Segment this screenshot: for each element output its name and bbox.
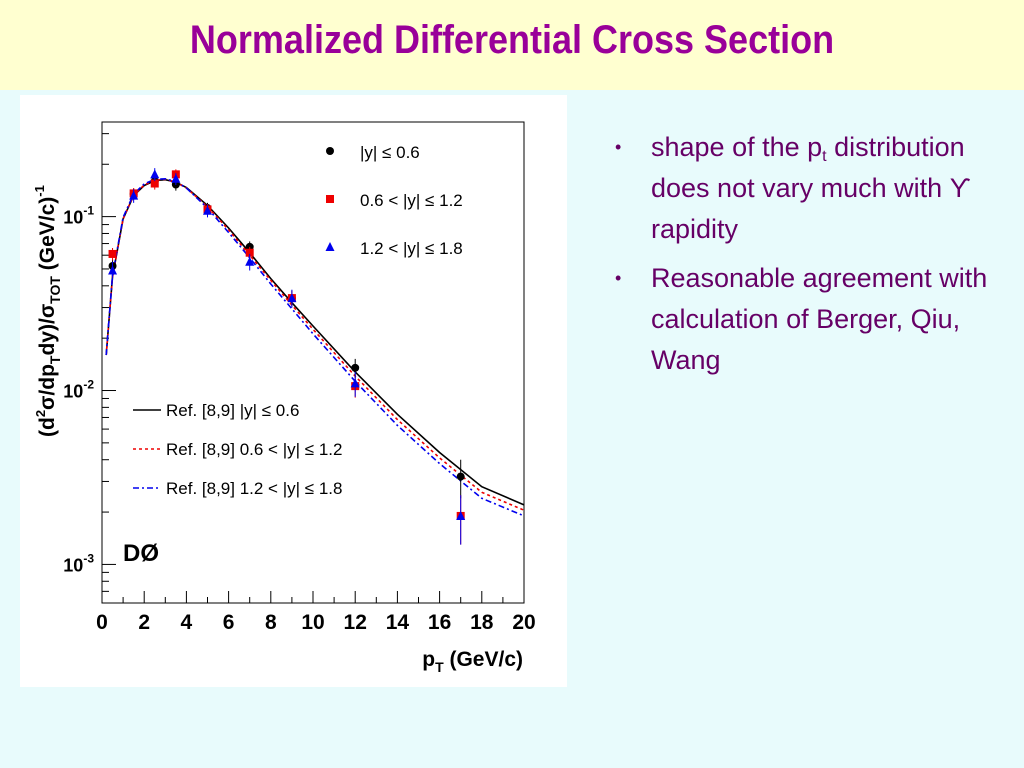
y-tick-label: 10-1 <box>63 204 94 228</box>
x-tick-label: 20 <box>512 611 535 634</box>
data-point-triangle <box>456 510 466 520</box>
legend-label: Ref. [8,9] 1.2 < |y| ≤ 1.8 <box>166 479 342 498</box>
data-point-square <box>245 248 254 257</box>
x-tick-label: 8 <box>265 611 277 634</box>
x-tick-label: 16 <box>428 611 451 634</box>
x-axis-label-part: p <box>422 648 435 671</box>
data-point-triangle <box>129 190 139 200</box>
y-axis-label-part: TOT <box>47 276 63 304</box>
data-point-triangle <box>150 169 160 179</box>
y-tick-exponent: -3 <box>83 551 94 565</box>
slide-title: Normalized Differential Cross Section <box>189 18 835 62</box>
y-tick-base: 10 <box>63 382 83 402</box>
experiment-label: DØ <box>123 540 159 567</box>
bullet-subscript: t <box>822 148 827 165</box>
y-axis-label-part: T <box>47 355 63 364</box>
legend-marker-circle <box>326 147 334 155</box>
bullet-text: shape of the p <box>651 132 823 162</box>
bullet-list: • shape of the pt distribution does not v… <box>615 127 995 389</box>
data-point-square <box>108 249 117 258</box>
y-tick-label: 10-2 <box>63 378 94 402</box>
y-axis-label-part: (d <box>36 417 59 437</box>
bullet-item: • Reasonable agreement with calculation o… <box>615 258 995 381</box>
legend-label: Ref. [8,9] |y| ≤ 0.6 <box>166 401 299 420</box>
legend-label: |y| ≤ 0.6 <box>360 143 420 162</box>
x-tick-label: 0 <box>96 611 108 634</box>
y-axis-label-part: dy)/σ <box>36 304 59 356</box>
x-tick-label: 2 <box>138 611 150 634</box>
y-tick-exponent: -2 <box>83 378 94 392</box>
x-axis-label: pT (GeV/c) <box>422 648 523 675</box>
y-axis-label-part: -1 <box>32 185 47 197</box>
data-point-triangle <box>171 173 181 183</box>
theory-curve-3 <box>105 177 525 517</box>
legend-label: Ref. [8,9] 0.6 < |y| ≤ 1.2 <box>166 440 342 459</box>
y-tick-exponent: -1 <box>83 204 94 218</box>
x-axis-label-part: T <box>435 659 444 675</box>
x-tick-label: 14 <box>386 611 410 634</box>
bullet-marker: • <box>615 137 622 157</box>
bullet-marker: • <box>615 268 622 288</box>
y-tick-base: 10 <box>63 208 83 228</box>
legend-marker-square <box>326 195 334 203</box>
legend-label: 1.2 < |y| ≤ 1.8 <box>360 239 463 258</box>
x-tick-label: 6 <box>223 611 235 634</box>
title-bar <box>0 0 1024 90</box>
y-tick-base: 10 <box>63 555 83 575</box>
data-point-triangle <box>245 256 255 266</box>
theory-curve-2 <box>105 178 525 511</box>
legend-marker-triangle <box>325 242 335 251</box>
legend-label: 0.6 < |y| ≤ 1.2 <box>360 191 463 210</box>
x-tick-label: 10 <box>301 611 324 634</box>
data-point-circle <box>351 363 360 372</box>
y-axis-label: (d2σ/dpTdy)/σTOT (GeV/c)-1 <box>32 185 63 437</box>
data-point-square <box>150 179 159 188</box>
data-point-circle <box>456 472 465 481</box>
y-axis-label-part: 2 <box>33 410 48 417</box>
x-tick-label: 12 <box>344 611 367 634</box>
data-point-triangle <box>350 378 360 388</box>
y-axis-label-part: (GeV/c) <box>36 197 59 276</box>
x-axis-label-part: (GeV/c) <box>444 648 523 671</box>
x-tick-label: 18 <box>470 611 494 634</box>
y-axis-label-part: σ/dp <box>36 364 59 410</box>
bullet-item: • shape of the pt distribution does not v… <box>615 127 995 250</box>
y-tick-label: 10-3 <box>63 551 94 575</box>
data-point-triangle <box>203 205 212 215</box>
data-point-triangle <box>287 293 297 303</box>
x-tick-label: 4 <box>181 611 193 634</box>
data-point-triangle <box>108 265 118 275</box>
bullet-text-continued: distribution does not vary much with ϒ r… <box>651 132 971 244</box>
bullet-text: Reasonable agreement with calculation of… <box>651 263 988 375</box>
